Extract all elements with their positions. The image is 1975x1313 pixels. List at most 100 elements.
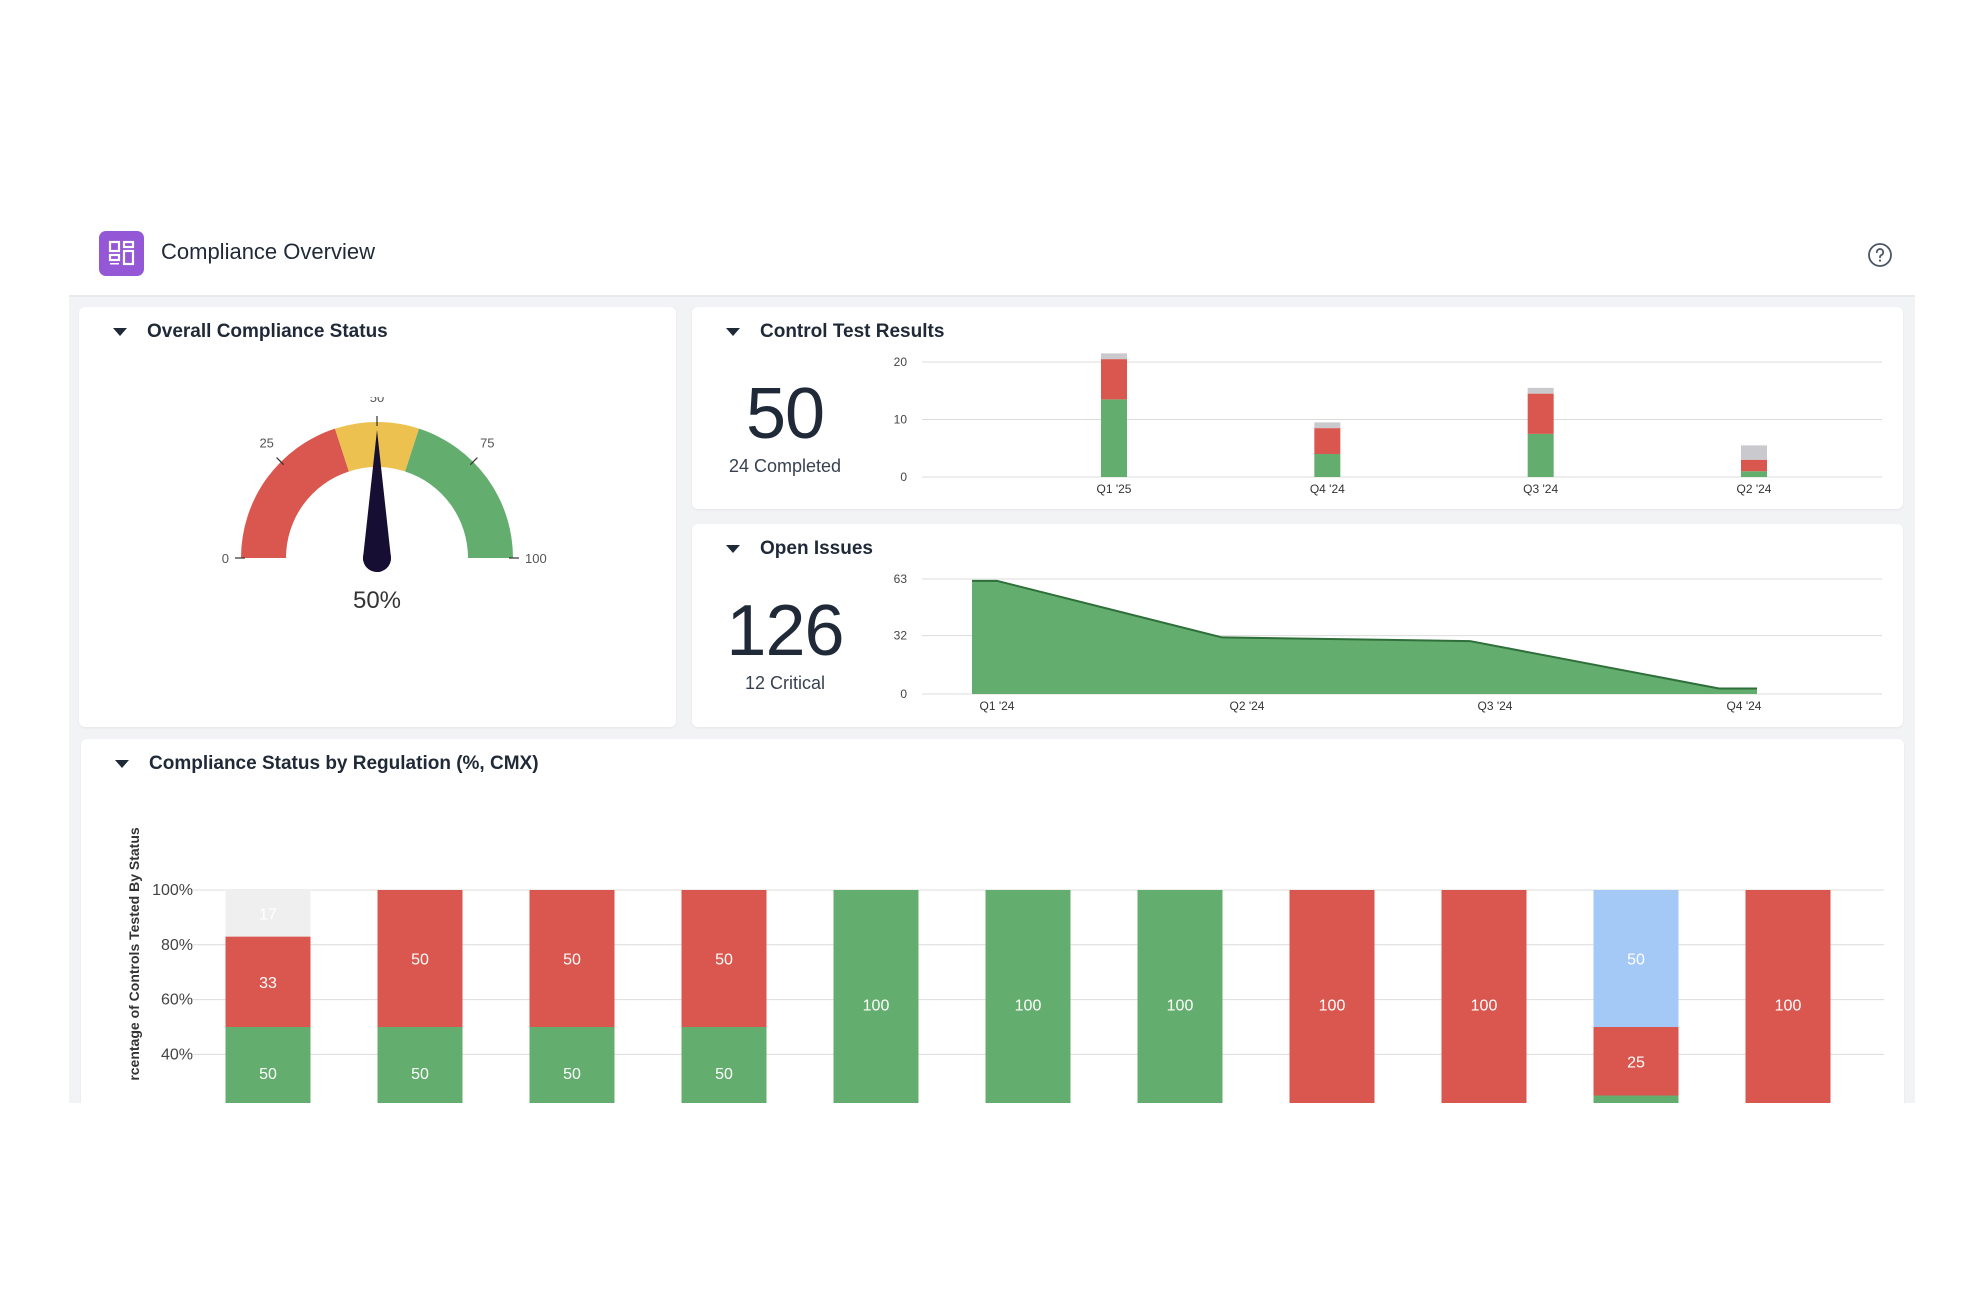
x-tick-label: Q3 '24 bbox=[1478, 699, 1513, 713]
bar-segment bbox=[1101, 359, 1127, 400]
caret-down-icon bbox=[115, 760, 129, 768]
bar-segment bbox=[1593, 1095, 1679, 1103]
x-tick-label: Q3 '24 bbox=[1523, 482, 1558, 496]
gauge-tick-label: 75 bbox=[480, 436, 494, 451]
bar-segment bbox=[985, 890, 1071, 1103]
bar-data-label: 100 bbox=[1471, 998, 1498, 1015]
bar-data-label: 100 bbox=[1167, 998, 1194, 1015]
caret-down-icon bbox=[726, 545, 740, 553]
top-bar: Compliance Overview bbox=[69, 215, 1915, 297]
caret-down-icon bbox=[726, 328, 740, 336]
open-issues-critical: 12 Critical bbox=[744, 673, 826, 693]
bar-segment bbox=[1593, 890, 1679, 1027]
overall-compliance-card: Overall Compliance Status 0 25 50 75 100 50% bbox=[79, 307, 676, 727]
bar-data-label: 100 bbox=[1015, 998, 1042, 1015]
regulation-chart: 20% 40% 60% 80% 100% rcentage of Controls Tes… bbox=[126, 827, 1884, 1103]
help-icon[interactable] bbox=[1867, 242, 1893, 268]
dashboard-icon bbox=[99, 231, 144, 276]
bar-data-label: 33 bbox=[259, 975, 277, 992]
x-tick-label: Q1 '24 bbox=[980, 699, 1015, 713]
y-tick-label: 32 bbox=[894, 629, 908, 643]
gauge-band-red bbox=[241, 428, 349, 558]
bar-data-label: 50 bbox=[411, 1066, 429, 1083]
y-tick-label: 20% bbox=[161, 1101, 193, 1103]
dashboard-frame: Compliance Overview Overall Compliance S… bbox=[69, 215, 1915, 1103]
control-test-total: 50 bbox=[745, 374, 825, 454]
regulation-header[interactable]: Compliance Status by Regulation (%, CMX) bbox=[115, 753, 539, 775]
open-issues-header[interactable]: Open Issues bbox=[726, 538, 873, 560]
bar-segment bbox=[1314, 428, 1341, 454]
gauge-tick-label: 50 bbox=[370, 397, 384, 405]
y-tick-label: 10 bbox=[894, 413, 908, 427]
x-tick-label: Q4 '24 bbox=[1727, 699, 1762, 713]
bar-segment bbox=[225, 936, 311, 1027]
bar-segment bbox=[1527, 393, 1554, 434]
bar-data-label: 100 bbox=[1319, 998, 1346, 1015]
bar-segment bbox=[225, 1027, 311, 1103]
bar-segment bbox=[1527, 387, 1554, 394]
bar-data-label: 50 bbox=[1627, 952, 1645, 969]
y-tick-label: 20 bbox=[894, 355, 908, 369]
card-title: Overall Compliance Status bbox=[147, 321, 388, 342]
overall-compliance-header[interactable]: Overall Compliance Status bbox=[113, 321, 388, 343]
bar-data-label: 25 bbox=[1627, 1054, 1645, 1071]
control-test-card: Control Test Results 50 24 Completed 0 10… bbox=[692, 307, 1903, 509]
y-tick-label: 40% bbox=[161, 1046, 193, 1063]
bar-data-label: 50 bbox=[259, 1066, 277, 1083]
y-tick-label: 60% bbox=[161, 992, 193, 1009]
bar-segment bbox=[377, 1027, 463, 1103]
open-issues-card: Open Issues 126 12 Critical 0 32 63 Q1 '24 Q… bbox=[692, 524, 1903, 727]
gauge-value-label: 50% bbox=[353, 587, 401, 614]
bar-segment bbox=[1101, 399, 1127, 477]
y-tick-label: 100% bbox=[152, 882, 193, 899]
card-title: Compliance Status by Regulation (%, CMX) bbox=[149, 753, 539, 774]
bar-segment bbox=[1745, 890, 1831, 1103]
gauge-tick bbox=[276, 457, 285, 466]
bar-data-label: 50 bbox=[563, 1066, 581, 1083]
bar-data-label: 17 bbox=[259, 906, 277, 923]
gauge-tick-label: 25 bbox=[259, 436, 273, 451]
bar-data-label: 50 bbox=[715, 952, 733, 969]
y-axis-label: rcentage of Controls Tested By Status bbox=[126, 827, 142, 1081]
bar-data-label: 50 bbox=[411, 952, 429, 969]
bar-segment bbox=[1289, 890, 1375, 1103]
bar-segment bbox=[529, 1027, 615, 1103]
x-tick-label: Q1 '25 bbox=[1097, 482, 1132, 496]
bar-segment bbox=[833, 890, 919, 1103]
bar-segment bbox=[1441, 890, 1527, 1103]
bar-segment bbox=[1741, 459, 1767, 472]
bar-data-label: 100 bbox=[863, 998, 890, 1015]
bar-data-label: 100 bbox=[1775, 998, 1802, 1015]
area-fill bbox=[972, 580, 1757, 694]
control-test-header[interactable]: Control Test Results bbox=[726, 321, 944, 343]
caret-down-icon bbox=[113, 328, 127, 336]
bar-segment bbox=[1101, 353, 1127, 360]
bar-segment bbox=[529, 890, 615, 1027]
bar-segment bbox=[681, 890, 767, 1027]
bar-segment bbox=[1314, 454, 1341, 477]
bar-segment bbox=[225, 890, 311, 937]
y-tick-label: 0 bbox=[900, 470, 907, 484]
x-tick-label: Q2 '24 bbox=[1230, 699, 1265, 713]
bar-segment bbox=[681, 1027, 767, 1103]
card-title: Open Issues bbox=[760, 538, 873, 559]
open-issues-total: 126 bbox=[726, 591, 844, 671]
gauge-tick bbox=[469, 457, 478, 466]
gauge-tick-label: 0 bbox=[222, 551, 229, 566]
gauge-band-green bbox=[405, 428, 513, 558]
bar-segment bbox=[1741, 445, 1767, 460]
bar-segment bbox=[377, 890, 463, 1027]
control-test-completed: 24 Completed bbox=[728, 456, 842, 476]
x-tick-label: Q4 '24 bbox=[1310, 482, 1345, 496]
x-tick-label: Q2 '24 bbox=[1737, 482, 1772, 496]
bar-segment bbox=[1593, 1027, 1679, 1096]
gauge-needle bbox=[363, 430, 391, 572]
y-tick-label: 63 bbox=[894, 572, 908, 586]
open-issues-chart: 0 32 63 Q1 '24 Q2 '24 Q3 '24 Q4 '24 bbox=[894, 572, 1882, 713]
bar-segment bbox=[1314, 422, 1341, 429]
gauge-chart: 0 25 50 75 100 50% bbox=[222, 397, 547, 614]
gauge-needle-hub bbox=[363, 544, 391, 572]
regulation-card: Compliance Status by Regulation (%, CMX)… bbox=[81, 739, 1904, 1103]
area-line bbox=[972, 579, 1757, 690]
gauge-tick-label: 100 bbox=[525, 551, 547, 566]
